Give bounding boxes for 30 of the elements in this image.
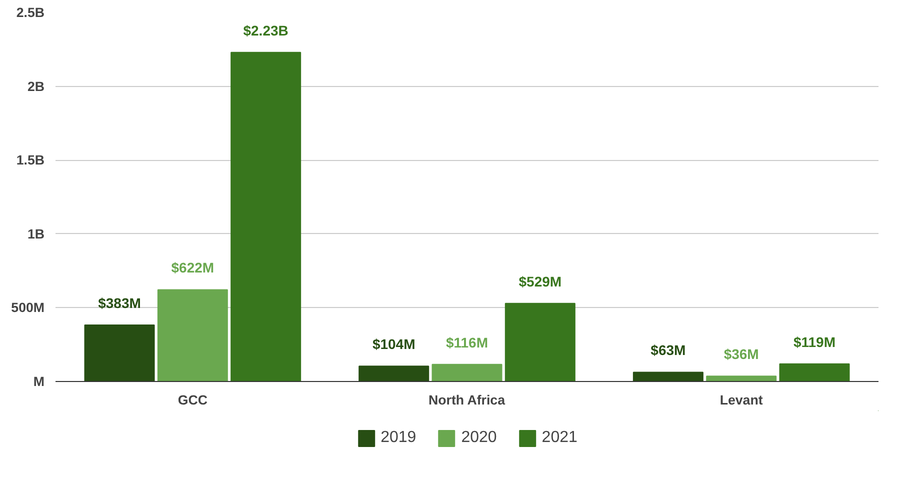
x-tick-label: Levant	[720, 392, 764, 408]
x-tick-label: North Africa	[428, 392, 506, 408]
bar	[157, 289, 228, 382]
bar	[358, 366, 430, 382]
data-label: $63M	[650, 342, 686, 358]
legend-label: 2019	[380, 428, 416, 446]
y-tick-label: M	[33, 374, 45, 389]
legend-label: 2020	[461, 428, 497, 446]
data-label: $529M	[518, 273, 562, 290]
y-tick-label: 1.5B	[16, 152, 45, 168]
bar	[706, 376, 777, 382]
y-tick-label: 2B	[27, 78, 45, 94]
bar	[504, 302, 576, 382]
y-tick-label: 2.5B	[16, 5, 45, 20]
bar	[84, 324, 155, 382]
x-tick-label: GCC	[178, 392, 208, 408]
bar	[230, 52, 302, 382]
bar	[432, 364, 502, 382]
legend-label: 2021	[542, 428, 578, 446]
data-label: $383M	[98, 294, 141, 311]
data-label: $119M	[793, 334, 836, 350]
bar	[779, 363, 850, 382]
data-label: $104M	[372, 336, 416, 352]
y-tick-label: 500M	[11, 300, 45, 316]
data-label: $2.23B	[243, 22, 288, 38]
data-label: $116M	[446, 334, 488, 350]
data-label: $622M	[171, 260, 214, 276]
bar	[632, 372, 704, 382]
y-tick-label: 1B	[27, 226, 45, 242]
data-label: $36M	[724, 346, 759, 362]
